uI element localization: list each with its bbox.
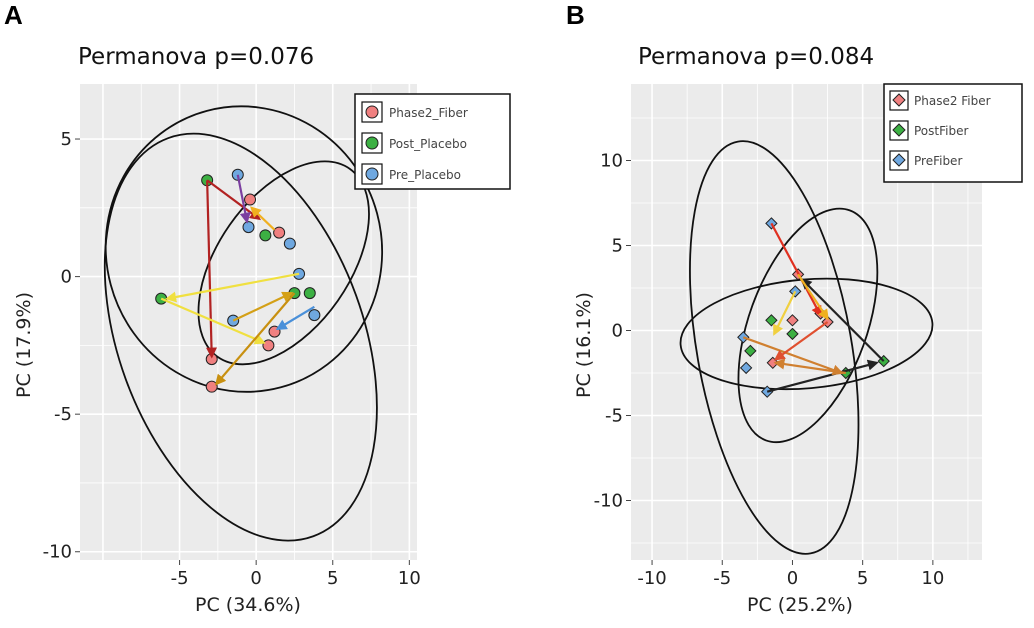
trajectory-arrow	[214, 292, 296, 386]
panel-b-y-axis-label: PC (16.1%)	[573, 292, 595, 398]
x-tick-label: -5	[713, 568, 731, 589]
legend-label-phase2-fiber: Phase2_Fiber	[389, 106, 468, 120]
panel-a-title: Permanova p=0.076	[78, 44, 314, 70]
x-tick-label: 5	[857, 568, 868, 589]
confidence-ellipse	[103, 132, 378, 542]
point-pre-placebo	[242, 221, 255, 234]
point-phase2-fiber	[244, 193, 257, 206]
confidence-ellipse	[689, 140, 860, 555]
trajectory-arrow	[206, 180, 218, 359]
panel-b-legend: Phase2 Fiber PostFiber PreFiber	[883, 83, 1023, 183]
trajectory-arrow	[773, 358, 846, 375]
x-tick-label: 10	[398, 568, 421, 589]
legend-symbol-pre-placebo	[365, 167, 379, 181]
trajectory-arrow	[766, 359, 879, 393]
trajectory-arrow	[742, 336, 844, 376]
y-tick-label: -5	[54, 404, 72, 425]
y-tick-label: 5	[61, 129, 72, 150]
trajectory-arrow	[773, 290, 797, 336]
legend-symbol-prefiber-diamond	[892, 153, 906, 167]
point-phase2-fiber	[262, 339, 275, 352]
panel-a-legend: Phase2_Fiber Post_Placebo Pre_Placebo	[354, 93, 511, 190]
trajectory-arrow	[773, 321, 829, 361]
legend-symbol-phase2-fiber-diamond	[892, 93, 906, 107]
panel-b-title: Permanova p=0.084	[638, 44, 874, 70]
legend-label-prefiber: PreFiber	[914, 154, 962, 168]
panel-a-y-axis-label: PC (17.9%)	[13, 292, 35, 398]
point-post-placebo	[303, 287, 316, 300]
point-post-placebo	[259, 229, 272, 242]
confidence-ellipse	[737, 207, 879, 444]
point-phase2-fiber	[786, 314, 799, 327]
legend-symbol-post-placebo	[365, 136, 379, 150]
panel-b: B Permanova p=0.084 -10 -5 0 5 10 10 5 0 -5 -10 P…	[566, 0, 1023, 616]
point-postfiber	[786, 327, 799, 341]
point-postfiber	[744, 344, 757, 358]
trajectory-arrow	[236, 174, 251, 224]
point-phase2-fiber	[273, 226, 286, 239]
confidence-ellipses	[103, 105, 384, 542]
legend-symbol-postfiber-diamond	[892, 123, 906, 137]
trajectory-arrow	[275, 305, 315, 331]
confidence-ellipse	[104, 105, 384, 393]
legend-label-post-placebo: Post_Placebo	[389, 137, 467, 151]
trajectory-arrow	[165, 272, 300, 303]
trajectory-arrow	[249, 206, 276, 231]
confidence-ellipse	[197, 160, 370, 366]
trajectory-arrow	[160, 297, 266, 345]
panel-a: A Permanova p=0.076 -5 0 5 10 5 0 -5 -10 PC (34…	[4, 0, 511, 616]
panel-a-x-axis-label: PC (34.6%)	[195, 594, 301, 616]
trajectory-arrow	[232, 291, 294, 322]
trajectory-arrow	[800, 277, 885, 362]
y-tick-label: 5	[612, 236, 623, 257]
x-tick-label: 5	[327, 568, 338, 589]
y-tick-label: -10	[594, 491, 623, 512]
y-tick-label: 10	[600, 151, 623, 172]
legend-label-phase2-fiber: Phase2 Fiber	[914, 94, 991, 108]
legend-label-postfiber: PostFiber	[914, 124, 968, 138]
trajectory-arrow	[797, 273, 829, 321]
point-prefiber	[739, 361, 753, 375]
point-phase2-fiber	[205, 380, 218, 393]
panel-b-letter: B	[566, 0, 585, 30]
panel-b-x-axis-label: PC (25.2%)	[747, 594, 853, 616]
point-pre-placebo	[308, 309, 321, 322]
panel-a-letter: A	[4, 0, 23, 30]
trajectory-arrow	[770, 222, 822, 318]
y-tick-label: 0	[612, 321, 623, 342]
x-tick-label: 0	[250, 568, 261, 589]
x-tick-label: -10	[637, 568, 666, 589]
y-tick-label: -10	[43, 542, 72, 563]
legend-symbol-phase2-fiber	[365, 105, 379, 119]
x-tick-label: 10	[921, 568, 944, 589]
point-pre-placebo	[283, 237, 296, 250]
point-postfiber	[765, 314, 778, 327]
x-tick-label: -5	[171, 568, 189, 589]
y-tick-label: 0	[61, 267, 72, 288]
legend-label-pre-placebo: Pre_Placebo	[389, 168, 461, 182]
x-tick-label: 0	[787, 568, 798, 589]
y-tick-label: -5	[605, 406, 623, 427]
